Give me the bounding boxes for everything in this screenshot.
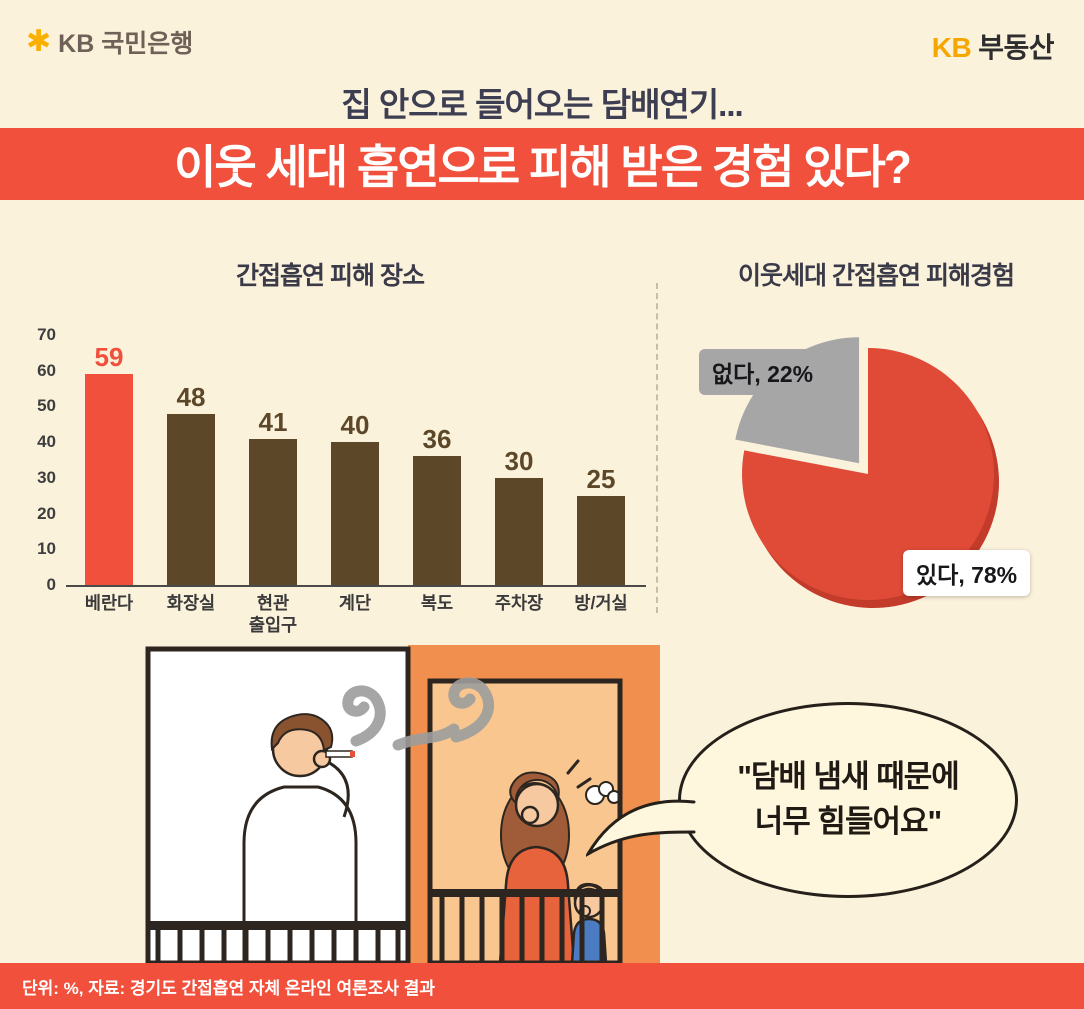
speech-bubble-tail (586, 799, 696, 857)
bar (413, 456, 461, 585)
bar (577, 495, 625, 585)
bar-category-label: 베란다 (84, 593, 134, 613)
kb-bank-logo: ✱ KB 국민은행 (26, 24, 193, 60)
bar-value-label: 41 (258, 406, 288, 437)
y-axis-tick-label: 30 (37, 467, 56, 487)
kb-bank-logo-text: KB 국민은행 (58, 30, 194, 58)
kb-letters: KB (931, 32, 972, 63)
pie-svg (735, 337, 999, 608)
smoking-man (242, 713, 358, 963)
bar (167, 413, 215, 585)
annoyance-marks (566, 759, 592, 789)
cigarette-icon (325, 750, 355, 758)
bar-value-label: 30 (504, 445, 534, 476)
balcony-smoking-illustration (145, 645, 660, 963)
bar-value-label: 40 (340, 410, 370, 441)
bar (85, 374, 133, 585)
bar (495, 477, 543, 585)
subtitle: 집 안으로 들어오는 담배연기... (341, 86, 743, 123)
pie-label-yes: 있다, 78% (903, 550, 1031, 596)
bar-category-label: 방/거실 (574, 593, 628, 613)
bar-category-label: 현관 출입구 (248, 593, 298, 635)
speech-bubble-line1: "담배 냄새 때문에 (737, 759, 960, 795)
bar (331, 442, 379, 585)
y-axis-tick-label: 50 (37, 396, 56, 416)
bar-value-label: 48 (176, 381, 206, 412)
speech-bubble-line2: 너무 힘들어요" (754, 804, 942, 839)
bar-value-label: 36 (422, 424, 452, 455)
x-axis-line (66, 585, 646, 587)
bar-category-label: 복도 (420, 593, 454, 613)
y-axis-tick-label: 40 (37, 432, 56, 452)
kb-realestate-logo: KB 부동산 (931, 26, 1055, 66)
bar-category-label: 계단 (338, 593, 372, 613)
bar-value-label: 59 (94, 342, 124, 373)
pie-slice (735, 337, 860, 464)
y-axis-tick-label: 60 (37, 360, 56, 380)
left-window-frame (145, 646, 411, 963)
page-title: 이웃 세대 흡연으로 피해 받은 경험 있다? (174, 141, 912, 193)
left-balcony-railing (148, 921, 408, 963)
smoke-icon (342, 677, 495, 751)
kb-star-icon: ✱ (26, 25, 52, 58)
footer-bar: 단위: %, 자료: 경기도 간접흡연 자체 온라인 여론조사 결과 (0, 963, 1084, 1009)
y-axis-tick-label: 10 (37, 539, 56, 559)
right-balcony-railing (430, 889, 620, 963)
bar (249, 438, 297, 585)
bar-value-label: 25 (586, 463, 616, 494)
bar-category-label: 화장실 (166, 593, 216, 613)
y-axis-tick-label: 0 (46, 575, 56, 594)
y-axis-tick-label: 70 (37, 325, 56, 344)
speech-bubble: "담배 냄새 때문에 너무 힘들어요" (678, 702, 1018, 898)
footer-text: 단위: %, 자료: 경기도 간접흡연 자체 온라인 여론조사 결과 (22, 978, 436, 998)
title-banner: 이웃 세대 흡연으로 피해 받은 경험 있다? (0, 128, 1084, 200)
pie-label-no: 없다, 22% (699, 349, 827, 395)
pie-chart-title: 이웃세대 간접흡연 피해경험 (738, 262, 1015, 290)
section-divider (656, 283, 658, 613)
y-axis-tick-label: 20 (37, 503, 56, 523)
pie-slice (742, 348, 994, 600)
bar-chart-title: 간접흡연 피해 장소 (236, 262, 425, 290)
bar-chart-plot: 0 10 20 30 40 50 60 70 59 베란다 48 화장실 41 현관 출입구 40 계단 36 복… (18, 300, 650, 645)
woman-covering-nose (498, 759, 621, 963)
bar-category-label: 주차장 (494, 593, 544, 613)
kb-realestate-text: 부동산 (978, 32, 1054, 63)
